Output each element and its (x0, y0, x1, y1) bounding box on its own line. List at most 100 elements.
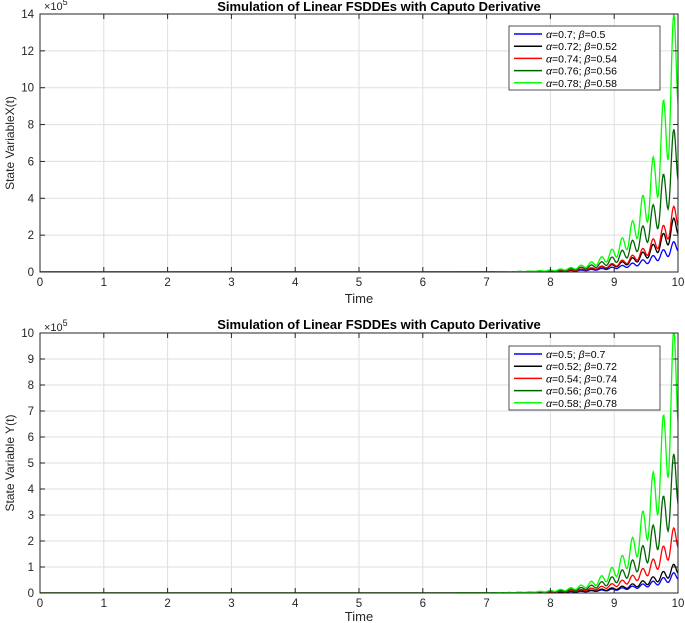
chart-title: Simulation of Linear FSDDEs with Caputo … (217, 317, 541, 332)
x-tick-label: 1 (101, 598, 107, 610)
y-tick-label: 14 (21, 9, 34, 21)
legend-beta-value: =0.5 (585, 29, 606, 41)
x-tick-label: 9 (611, 277, 617, 289)
legend-beta: β (583, 386, 590, 398)
legend-beta: β (583, 78, 590, 90)
legend-alpha: α (546, 398, 553, 410)
series-line (40, 563, 678, 593)
chart-2: 0 1 2 3 4 5 6 7 8 9 10 0 1 2 3 4 5 6 7 8 9 10 ×105 Simulation o… (3, 317, 684, 623)
y-tick-label: 2 (28, 536, 34, 548)
series-line (40, 333, 678, 593)
legend-alpha: α (546, 41, 553, 53)
legend-entry: α=0.56; β=0.76 (546, 386, 617, 398)
legend-entry: α=0.76; β=0.56 (546, 66, 617, 78)
legend-alpha-value: =0.52; (552, 361, 584, 373)
y-tick-label: 7 (28, 406, 34, 418)
legend-entry: α=0.78; β=0.58 (546, 78, 617, 90)
y-tick-label: 4 (28, 484, 35, 496)
x-tick-label: 5 (356, 277, 362, 289)
y-tick-label: 0 (28, 267, 34, 279)
series-group (40, 14, 678, 272)
legend-beta-value: =0.56 (590, 66, 617, 78)
legend-alpha: α (546, 66, 553, 78)
legend-entry: α=0.54; β=0.74 (546, 373, 617, 385)
y-tick-label: 8 (28, 380, 34, 392)
y-tick-label: 1 (28, 562, 34, 574)
legend-beta: β (583, 41, 590, 53)
legend-entry: α=0.5; β=0.7 (546, 349, 605, 361)
series-line (40, 453, 678, 593)
series-line (40, 205, 678, 272)
legend-entry: α=0.7; β=0.5 (546, 29, 605, 41)
legend-beta: β (583, 53, 590, 65)
y-tick-label: 6 (28, 432, 34, 444)
legend: α=0.7; β=0.5α=0.72; β=0.52α=0.74; β=0.54… (508, 25, 661, 91)
y-tick-label: 8 (28, 120, 34, 132)
x-axis-label: Time (345, 291, 373, 306)
y-tick-label: 2 (28, 230, 34, 242)
series-group (40, 333, 678, 593)
y-tick-label: 10 (21, 328, 34, 340)
legend-entry: α=0.74; β=0.54 (546, 53, 617, 65)
legend-alpha-value: =0.58; (552, 398, 584, 410)
x-tick-label: 7 (483, 277, 489, 289)
legend-alpha-value: =0.5; (552, 349, 579, 361)
y-tick-label: 0 (28, 588, 34, 600)
x-tick-label: 3 (228, 277, 234, 289)
legend-beta-value: =0.54 (590, 53, 617, 65)
legend-entry: α=0.52; β=0.72 (546, 361, 617, 373)
x-tick-label: 8 (547, 598, 553, 610)
y-tick-label: 12 (21, 46, 34, 58)
y-axis-label: State VariableX(t) (3, 96, 17, 190)
legend-beta-value: =0.7 (585, 349, 606, 361)
legend-alpha: α (546, 386, 553, 398)
x-tick-label: 4 (292, 277, 299, 289)
y-tick-label: 9 (28, 354, 34, 366)
series-line (40, 14, 678, 272)
x-tick-label: 10 (672, 277, 685, 289)
legend-alpha-value: =0.56; (552, 386, 584, 398)
y-tick-label: 6 (28, 156, 34, 168)
x-tick-label: 2 (164, 598, 170, 610)
x-tick-label: 1 (101, 277, 107, 289)
legend-alpha: α (546, 373, 553, 385)
y-exponent-power: 5 (63, 318, 68, 328)
legend-beta-value: =0.52 (590, 41, 617, 53)
y-exponent-label: ×105 (44, 0, 68, 13)
legend-beta: β (583, 398, 590, 410)
legend-beta-value: =0.76 (590, 386, 617, 398)
legend-alpha-value: =0.74; (552, 53, 584, 65)
legend-beta: β (578, 29, 585, 41)
legend-beta-value: =0.58 (590, 78, 617, 90)
y-exponent-label: ×105 (44, 318, 68, 334)
legend-beta: β (583, 361, 590, 373)
x-tick-label: 10 (672, 598, 685, 610)
x-tick-label: 6 (420, 277, 426, 289)
x-tick-label: 5 (356, 598, 362, 610)
legend-entry: α=0.58; β=0.78 (546, 398, 617, 410)
x-tick-label: 0 (37, 277, 43, 289)
legend-beta: β (583, 373, 590, 385)
x-tick-label: 3 (228, 598, 234, 610)
x-tick-label: 0 (37, 598, 43, 610)
x-tick-label: 2 (164, 277, 170, 289)
legend-alpha: α (546, 361, 553, 373)
y-tick-label: 3 (28, 510, 34, 522)
series-line (40, 129, 678, 272)
legend-beta-value: =0.74 (590, 373, 617, 385)
legend-alpha: α (546, 78, 553, 90)
legend-alpha-value: =0.54; (552, 373, 584, 385)
y-exponent-power: 5 (63, 0, 68, 7)
legend-alpha: α (546, 53, 553, 65)
x-axis-label: Time (345, 609, 373, 623)
x-tick-label: 8 (547, 277, 553, 289)
x-tick-label: 6 (420, 598, 426, 610)
legend-entry: α=0.72; β=0.52 (546, 41, 617, 53)
legend-alpha: α (546, 349, 553, 361)
legend-beta-value: =0.72 (590, 361, 617, 373)
x-tick-label: 4 (292, 598, 299, 610)
legend: α=0.5; β=0.7α=0.52; β=0.72α=0.54; β=0.74… (508, 345, 661, 411)
y-tick-label: 10 (21, 83, 34, 95)
